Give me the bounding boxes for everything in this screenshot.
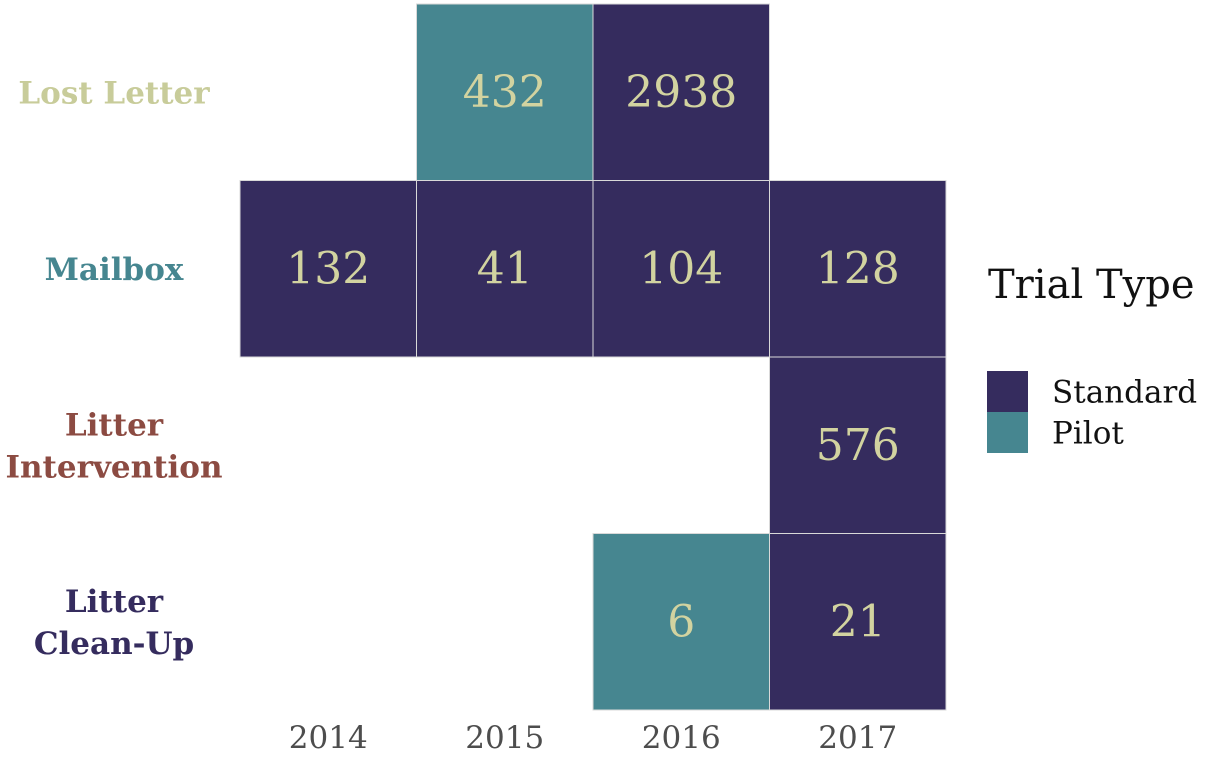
heatmap-cell [592,180,770,358]
cell-value-label: 21 [830,596,886,647]
cell-value-label: 432 [463,67,547,118]
legend: Trial Type Standard Pilot [987,262,1197,453]
cell-value-label: 41 [477,243,533,294]
cell-value-label: 576 [816,420,900,471]
heatmap-cell [769,356,947,534]
heatmap-cell [769,533,947,711]
legend-title: Trial Type [988,262,1195,308]
legend-swatch [987,371,1028,412]
x-tick-label: 2014 [289,720,368,756]
row-label: Mailbox [45,252,184,288]
x-tick-label: 2015 [465,720,544,756]
row-label: Litter Intervention [6,407,223,485]
x-tick-label: 2016 [642,720,721,756]
legend-swatch [987,412,1028,453]
heatmap-cell [416,3,594,181]
legend-label: Pilot [1052,416,1124,452]
x-tick-label: 2017 [818,720,897,756]
row-label: Litter Clean-Up [34,584,194,662]
cell-value-label: 128 [816,243,900,294]
heatmap-cell [239,180,417,358]
heatmap-cell [592,533,770,711]
row-labels: Lost Letter Mailbox Litter Intervention Litt… [6,75,223,662]
heatmap-cell [592,3,770,181]
cell-value-label: 6 [667,596,695,647]
heatmap-cells: 432 2938 132 41 104 128 576 6 21 [239,3,947,711]
legend-label: Standard [1052,375,1197,411]
x-axis-tick-labels: 2014 2015 2016 2017 [289,720,897,756]
cell-value-label: 132 [286,243,370,294]
cell-value-label: 104 [639,243,723,294]
heatmap-cell [769,180,947,358]
heatmap-cell [416,180,594,358]
cell-value-label: 2938 [625,67,737,118]
row-label: Lost Letter [18,75,210,111]
